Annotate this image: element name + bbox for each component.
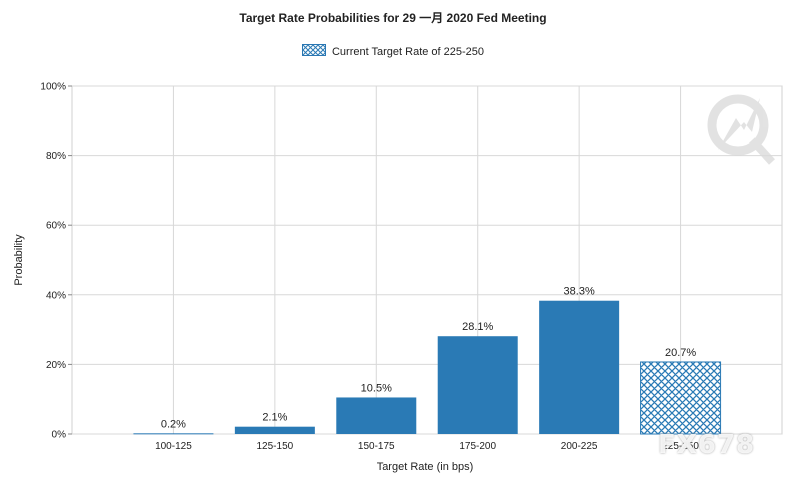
x-axis-ticks: 100-125 125-150 150-175 175-200 200-225 225-2… — [155, 441, 699, 452]
data-label: 10.5% — [361, 382, 392, 394]
y-tick-label: 100% — [40, 82, 66, 93]
bar-200-225 — [539, 300, 620, 434]
x-tick-label: 175-200 — [459, 441, 496, 452]
bar-175-200 — [437, 336, 518, 434]
data-label: 28.1% — [462, 321, 493, 333]
x-tick-label: 125-150 — [257, 441, 294, 452]
bar-150-175 — [336, 397, 417, 434]
legend: Current Target Rate of 225-250 — [0, 44, 786, 58]
data-label: 38.3% — [564, 286, 595, 298]
data-label: 2.1% — [262, 412, 287, 424]
x-tick-label: 100-125 — [155, 441, 192, 452]
y-tick-label: 0% — [52, 430, 67, 441]
legend-swatch-hatched — [301, 44, 326, 56]
bar-225-250 — [640, 361, 722, 435]
y-tick-label: 60% — [46, 221, 66, 232]
x-tick-label: 150-175 — [358, 441, 395, 452]
data-label: 20.7% — [665, 347, 696, 359]
watermark-text: FX678 — [658, 430, 756, 460]
watermark-logo-icon — [707, 94, 775, 165]
data-label: 0.2% — [161, 418, 186, 430]
data-labels: 0.2% 2.1% 10.5% 28.1% 38.3% 20.7% — [161, 286, 696, 431]
y-tick-label: 80% — [46, 151, 66, 162]
bar-100-125 — [133, 433, 214, 435]
x-axis-label: Target Rate (in bps) — [377, 461, 474, 473]
chart-title: Target Rate Probabilities for 29 一月 2020… — [239, 11, 547, 25]
legend-label: Current Target Rate of 225-250 — [331, 46, 485, 58]
bars — [133, 300, 722, 435]
y-axis-label: Probability — [13, 234, 25, 286]
y-tick-label: 40% — [46, 290, 66, 301]
y-tick-label: 20% — [46, 360, 66, 371]
x-tick-label: 200-225 — [561, 441, 598, 452]
bar-125-150 — [234, 426, 315, 434]
y-axis-ticks: 0% 20% 40% 60% 80% 100% — [40, 82, 66, 441]
x-tick-label: 225-250 — [662, 441, 699, 452]
